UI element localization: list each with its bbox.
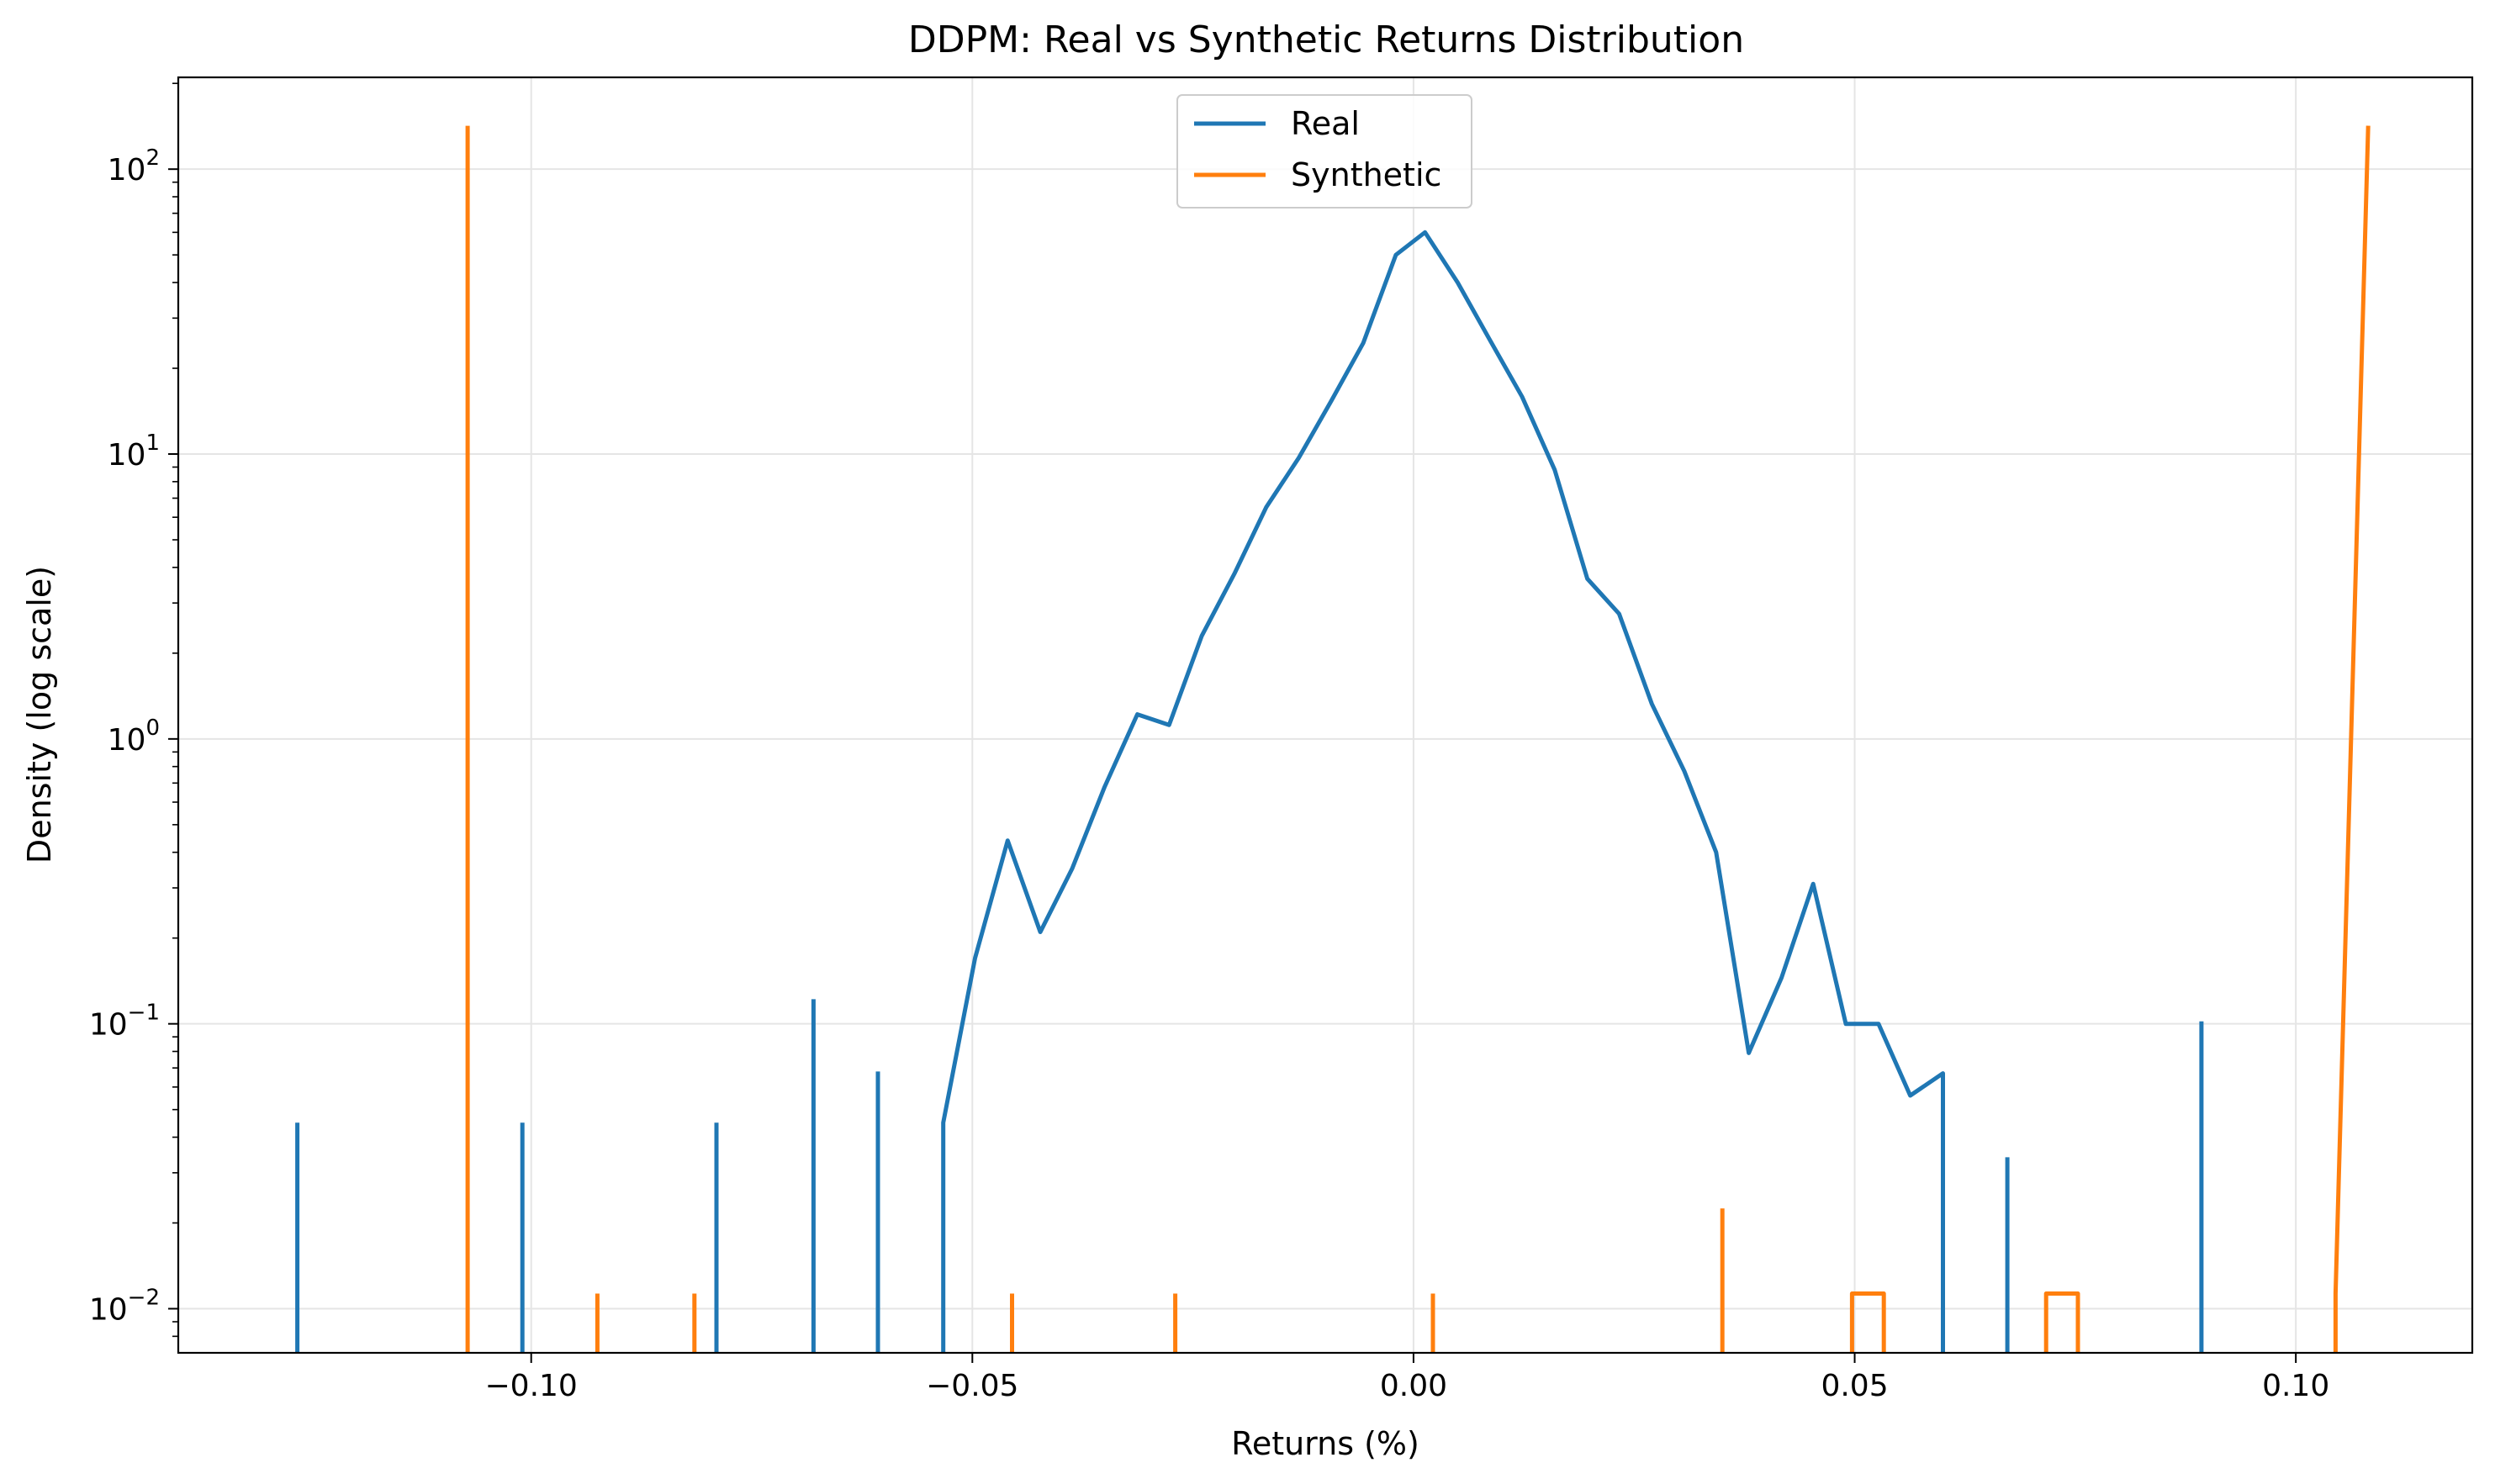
x-tick-label: −0.10 [485, 1369, 578, 1403]
y-tick-label: 10−1 [89, 1001, 160, 1043]
series-lines [295, 125, 2371, 1353]
series-line-synthetic [2333, 125, 2371, 1353]
grid [178, 77, 2472, 1353]
chart-title: DDPM: Real vs Synthetic Returns Distribu… [908, 18, 1744, 61]
legend-label-real: Real [1291, 105, 1360, 142]
y-tick-label: 101 [108, 430, 160, 473]
x-tick-label: 0.10 [2262, 1369, 2329, 1403]
series-line-synthetic [2043, 1291, 2080, 1353]
series-line-real [941, 230, 1945, 1353]
x-tick-label: 0.00 [1380, 1369, 1447, 1403]
plot-frame [177, 76, 2474, 1355]
axis-ticks: −0.10 −0.05 0.00 0.05 0.10 10−2 10−1 100 101 102 [89, 82, 2329, 1403]
series-line-synthetic [1849, 1291, 1886, 1353]
x-tick-label: −0.05 [926, 1369, 1018, 1403]
legend: Real Synthetic [1176, 94, 1472, 209]
y-tick-label: 102 [108, 145, 160, 187]
legend-label-synthetic: Synthetic [1291, 156, 1441, 193]
y-axis-label: Density (log scale) [21, 566, 58, 863]
y-tick-label: 100 [108, 716, 160, 758]
x-tick-label: 0.05 [1821, 1369, 1888, 1403]
x-axis-label: Returns (%) [1231, 1425, 1419, 1462]
y-tick-label: 10−2 [89, 1286, 160, 1328]
